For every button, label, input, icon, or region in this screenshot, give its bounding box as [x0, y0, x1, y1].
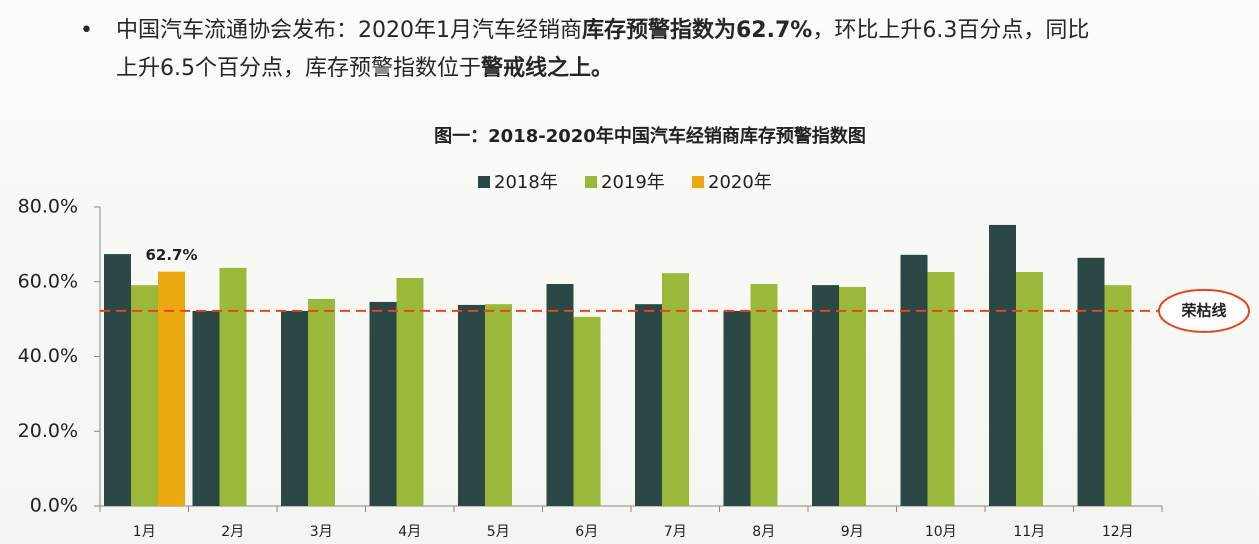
text-run: 上升6.5个百分点，库存预警指数位于: [116, 56, 481, 81]
bullet-text: 中国汽车流通协会发布：2020年1月汽车经销商库存预警指数为62.7%，环比上升…: [80, 12, 1240, 88]
x-tick-label: 7月: [664, 524, 687, 540]
data-label: 62.7%: [145, 246, 197, 264]
bar: [458, 304, 485, 506]
y-tick-label: 20.0%: [18, 420, 78, 442]
bar: [635, 304, 662, 506]
bar: [396, 278, 424, 506]
x-tick-label: 2月: [221, 524, 244, 540]
bar: [662, 273, 689, 506]
legend-swatch: [585, 176, 597, 188]
threshold-label: 荣枯线: [1180, 301, 1226, 319]
x-tick-label: 11月: [1013, 524, 1045, 540]
bar: [219, 267, 247, 506]
bar: [900, 254, 928, 506]
bar: [573, 316, 601, 506]
x-tick-label: 8月: [752, 524, 775, 540]
bar: [281, 310, 308, 506]
bar: [989, 224, 1016, 506]
legend-label: 2019年: [601, 172, 665, 193]
y-tick-label: 60.0%: [18, 270, 78, 292]
x-tick-label: 6月: [575, 524, 598, 540]
bar: [927, 272, 955, 506]
y-tick-label: 0.0%: [30, 495, 78, 517]
bar: [192, 310, 220, 506]
threshold-badge: [1158, 288, 1250, 333]
bar: [750, 283, 778, 506]
bar: [104, 254, 131, 506]
x-tick-label: 5月: [487, 524, 510, 540]
x-tick-label: 12月: [1102, 524, 1134, 540]
text-run: ，环比上升6.3百分点，同比: [812, 18, 1090, 43]
bar: [369, 301, 397, 506]
text-run: 库存预警指数为62.7%: [582, 18, 813, 43]
y-tick-label: 40.0%: [18, 345, 78, 367]
text-run: 中国汽车流通协会发布：2020年1月汽车经销商: [116, 18, 582, 43]
bar: [723, 310, 751, 506]
bar: [308, 298, 335, 506]
bar: [158, 271, 185, 506]
bar: [485, 304, 512, 506]
text-line: 上升6.5个百分点，库存预警指数位于警戒线之上。: [80, 50, 1240, 88]
legend-label: 2020年: [708, 172, 772, 193]
x-tick-label: 1月: [133, 524, 156, 540]
bar: [546, 283, 574, 506]
x-tick-label: 9月: [841, 524, 864, 540]
legend-label: 2018年: [494, 172, 558, 193]
bar: [1016, 272, 1043, 506]
legend-swatch: [478, 176, 490, 188]
bar: [1077, 257, 1105, 506]
y-tick-label: 80.0%: [18, 196, 78, 218]
bar: [1104, 285, 1132, 506]
x-tick-label: 3月: [310, 524, 333, 540]
text-line: 中国汽车流通协会发布：2020年1月汽车经销商库存预警指数为62.7%，环比上升…: [80, 12, 1240, 50]
text-run: 警戒线之上。: [481, 56, 614, 81]
bar: [812, 285, 839, 506]
legend-swatch: [692, 176, 704, 188]
bar: [131, 285, 158, 506]
chart-title: 图一：2018-2020年中国汽车经销商库存预警指数图: [434, 125, 866, 147]
x-tick-label: 4月: [398, 524, 421, 540]
bar: [839, 286, 866, 506]
x-tick-label: 10月: [925, 524, 957, 540]
